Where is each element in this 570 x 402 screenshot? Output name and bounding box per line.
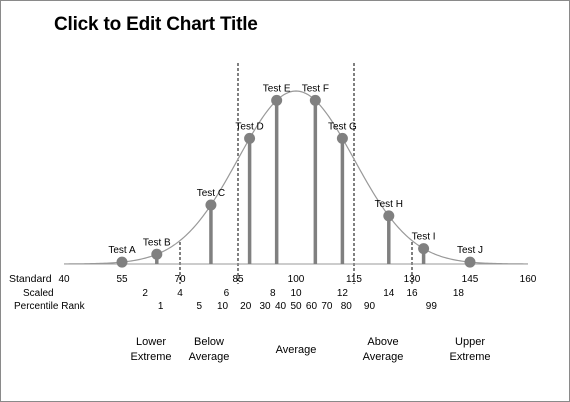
test-label: Test B — [143, 237, 171, 248]
category-label: Below — [194, 336, 224, 348]
standard-tick-label: 115 — [346, 274, 362, 285]
category-label: Average — [363, 351, 404, 363]
standard-tick-label: 130 — [404, 274, 421, 285]
divider-lines — [179, 63, 413, 284]
test-label: Test G — [328, 121, 357, 132]
percentile-tick-label: 99 — [426, 301, 438, 312]
percentile-tick-label: 40 — [275, 301, 287, 312]
percentile-tick-label: 60 — [306, 301, 318, 312]
test-marker — [464, 256, 476, 268]
percentile-tick-label: 5 — [197, 301, 203, 312]
test-marker — [309, 94, 321, 106]
test-marker — [336, 132, 348, 144]
percentile-tick-label: 20 — [240, 301, 252, 312]
standard-tick-label: 145 — [462, 274, 479, 285]
category-label: Lower — [136, 336, 166, 348]
test-marker — [244, 132, 256, 144]
percentile-tick-label: 90 — [364, 301, 376, 312]
chart-title[interactable]: Click to Edit Chart Title — [54, 14, 258, 35]
standard-tick-label: 55 — [116, 274, 128, 285]
scaled-tick-label: 12 — [337, 288, 349, 299]
scaled-tick-label: 14 — [383, 288, 395, 299]
percentile-tick-label: 10 — [217, 301, 229, 312]
test-label: Test D — [235, 121, 263, 132]
percentile-row-label: Percentile Rank — [14, 301, 86, 312]
normal-curve — [63, 90, 529, 265]
test-label: Test E — [263, 83, 291, 94]
test-label: Test I — [412, 232, 436, 243]
standard-row-label: Standard — [9, 273, 52, 285]
scaled-row-label: Scaled — [23, 288, 54, 299]
category-label: Average — [189, 351, 230, 363]
category-label: Extreme — [450, 351, 491, 363]
scaled-tick-label: 18 — [453, 288, 465, 299]
scaled-tick-label: 10 — [290, 288, 302, 299]
test-marker — [116, 256, 128, 268]
standard-tick-label: 70 — [174, 274, 186, 285]
category-label: Upper — [455, 336, 485, 348]
percentile-tick-label: 50 — [290, 301, 302, 312]
test-marker — [383, 210, 395, 222]
test-marker — [418, 243, 430, 255]
test-labels: Test A Test B Test C Test D Test E Test F Test… — [108, 83, 483, 256]
percentile-tick-label: 70 — [321, 301, 333, 312]
test-label: Test F — [302, 83, 329, 94]
scaled-tick-label: 2 — [142, 288, 148, 299]
test-markers — [116, 94, 476, 268]
percentile-tick-label: 80 — [341, 301, 353, 312]
test-label: Test H — [375, 199, 403, 210]
standard-tick-label: 85 — [232, 274, 244, 285]
test-marker — [271, 94, 283, 106]
standard-tick-label: 160 — [520, 274, 537, 285]
scaled-tick-label: 16 — [406, 288, 418, 299]
category-labels: Lower Extreme Below Average Average Above Aver… — [131, 336, 491, 363]
test-marker — [205, 199, 217, 211]
test-label: Test J — [457, 245, 483, 256]
percentile-tick-label: 30 — [260, 301, 272, 312]
test-marker — [151, 248, 163, 260]
percentile-tick-label: 1 — [158, 301, 164, 312]
category-label: Extreme — [131, 351, 172, 363]
test-label: Test A — [108, 245, 136, 256]
standard-tick-label: 100 — [288, 274, 305, 285]
category-label: Above — [367, 336, 398, 348]
category-label: Average — [276, 344, 317, 356]
test-label: Test C — [197, 188, 225, 199]
standard-tick-label: 40 — [58, 274, 70, 285]
scaled-tick-label: 8 — [270, 288, 276, 299]
scaled-tick-label: 6 — [224, 288, 230, 299]
scaled-tick-label: 4 — [177, 288, 183, 299]
